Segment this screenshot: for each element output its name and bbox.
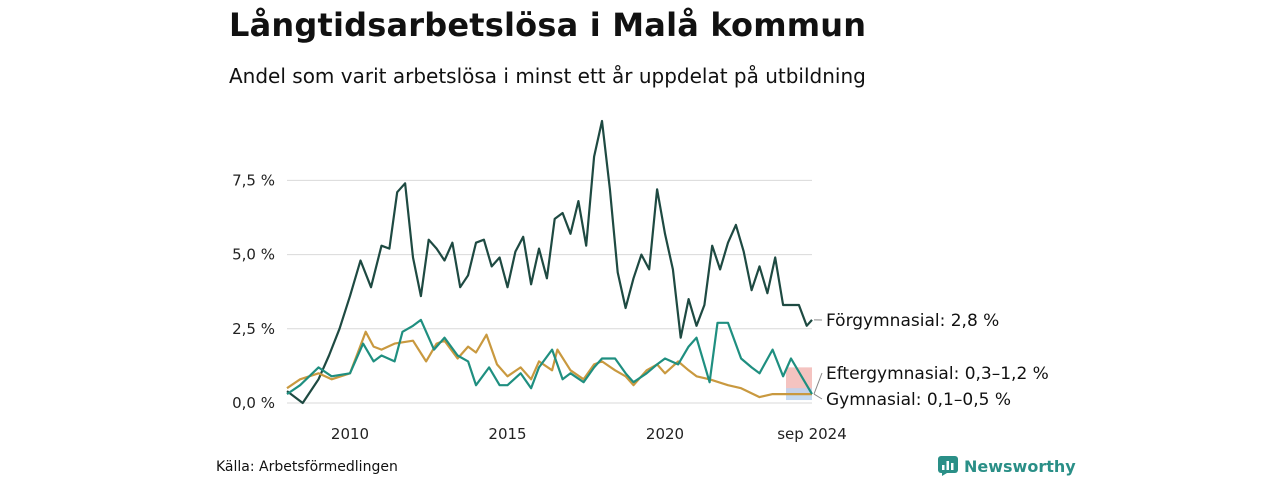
- series-line-eftergymnasial: [286, 330, 812, 399]
- series-line-gymnasial: [286, 318, 813, 396]
- x-tick-label: sep 2024: [777, 425, 847, 443]
- brand-logo[interactable]: Newsworthy: [938, 456, 1076, 476]
- brand-name: Newsworthy: [964, 456, 1076, 476]
- chart-subtitle: Andel som varit arbetslösa i minst ett å…: [229, 64, 866, 88]
- x-tick-label: 2010: [331, 425, 369, 443]
- y-tick-label: 7,5 %: [232, 171, 275, 189]
- y-tick-label: 5,0 %: [232, 246, 275, 264]
- series-line-förgymnasial: [286, 119, 813, 405]
- x-axis: 2010 2015 2020 sep 2024: [331, 425, 847, 443]
- end-label-förgymnasial: Förgymnasial: 2,8 %: [826, 311, 999, 331]
- leader-line: [813, 372, 823, 395]
- y-tick-label: 0,0 %: [232, 394, 275, 412]
- x-tick-label: 2020: [646, 425, 684, 443]
- x-tick-label: 2015: [488, 425, 526, 443]
- end-labels: Förgymnasial: 2,8 % Eftergymnasial: 0,3–1…: [813, 311, 1049, 410]
- series-lines: [286, 119, 813, 405]
- y-axis: 0,0 % 2,5 % 5,0 % 7,5 %: [232, 171, 275, 412]
- end-label-eftergymnasial: Eftergymnasial: 0,3–1,2 %: [826, 364, 1049, 384]
- y-tick-label: 2,5 %: [232, 320, 275, 338]
- leader-line: [813, 393, 823, 400]
- chart-title: Långtidsarbetslösa i Malå kommun: [229, 6, 867, 44]
- source-note: Källa: Arbetsförmedlingen: [216, 459, 398, 475]
- end-label-gymnasial: Gymnasial: 0,1–0,5 %: [826, 390, 1011, 410]
- newsworthy-icon: [938, 456, 958, 476]
